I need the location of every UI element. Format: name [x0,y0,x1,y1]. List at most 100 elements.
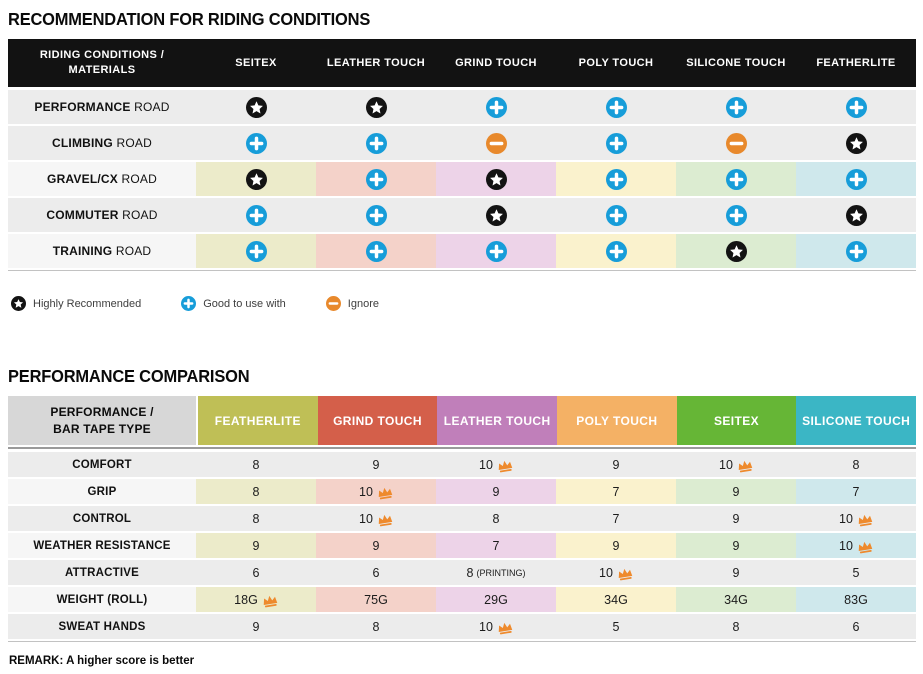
rating-cell [436,198,556,232]
row-label: SWEAT HANDS [8,614,196,639]
score-value: 9 [492,484,500,499]
column-header: FEATHERLITE [816,57,896,69]
score-value: 29G [484,592,508,607]
legend: Highly Recommended Good to use with Ignore [11,296,916,311]
score-cell: 8 [436,506,556,531]
plus-icon [365,204,387,226]
row-label: TRAINING ROAD [8,234,196,268]
rating-cell [676,90,796,124]
rating-cell [556,126,676,160]
score-suffix: (PRINTING) [476,567,526,578]
rating-cell [196,234,316,268]
score-cell: 9 [196,614,316,639]
rating-cell [436,126,556,160]
row-label-rest: ROAD [112,244,152,258]
score-value: 9 [612,538,620,553]
crown-icon [858,541,873,553]
crown-icon [498,622,513,634]
column-header: GRIND TOUCH [317,396,438,445]
plus-icon [605,96,627,118]
plus-icon [365,240,387,262]
score-cell: 10 [796,506,916,531]
plus-icon [365,132,387,154]
star-icon [485,204,507,226]
plus-icon [605,168,627,190]
performance-table-rows: COMFORT 8 9 10 9 10 8 GRIP 8 10 9 7 9 7 CONTROL 8 10 8 7 9 1… [8,452,916,639]
table-bottom-rule [8,641,916,642]
score-value: 9 [732,538,740,553]
star-icon [485,168,507,190]
score-cell: 9 [556,533,676,558]
rating-cell [196,162,316,196]
plus-icon [605,132,627,154]
header-divider-rule [8,447,916,449]
riding-table-corner-header: RIDING CONDITIONS / MATERIALS [8,39,196,87]
row-label-bold: TRAINING [52,244,113,258]
score-value: 9 [732,565,740,580]
performance-table-corner-header: PERFORMANCE / BAR TAPE TYPE [8,396,196,445]
plus-icon [245,132,267,154]
minus-icon [725,132,747,154]
rating-cell [436,162,556,196]
plus-icon [245,240,267,262]
score-cell: 8 (PRINTING) [436,560,556,585]
rating-cell [556,162,676,196]
legend-label: Highly Recommended [33,297,142,310]
score-cell: 10 [436,614,556,639]
score-cell: 9 [316,533,436,558]
column-header: POLY TOUCH [578,57,654,69]
score-value: 9 [732,484,740,499]
crown-icon [378,514,393,526]
row-label-bold: PERFORMANCE [34,100,131,114]
score-cell: 83G [796,587,916,612]
performance-table-row: ATTRACTIVE 6 6 8 (PRINTING) 10 9 5 [8,560,916,585]
score-value: 8 [372,619,380,634]
score-value: 8 [252,511,260,526]
score-value: 7 [492,538,500,553]
row-label: CLIMBING ROAD [8,126,196,160]
score-value: 5 [612,619,620,634]
score-cell: 10 [676,452,796,477]
rating-cell [316,90,436,124]
rating-cell [796,126,916,160]
score-value: 75G [364,592,388,607]
plus-icon [845,240,867,262]
rating-cell [196,126,316,160]
score-value: 10 [719,457,733,472]
score-cell: 9 [676,479,796,504]
score-value: 8 [466,565,474,580]
score-cell: 10 [316,479,436,504]
star-icon [245,96,267,118]
legend-label: Ignore [347,297,379,310]
column-header: SILICONE TOUCH [796,396,917,445]
rating-cell [676,198,796,232]
row-label-bold: CLIMBING [52,136,113,150]
riding-table-rows: PERFORMANCE ROAD CLIMBING ROAD GRAVEL/CX R… [8,90,916,268]
score-cell: 6 [196,560,316,585]
corner-header-line1: RIDING CONDITIONS / [39,49,165,62]
plus-icon [485,240,507,262]
row-label-bold: COMMUTER [46,208,119,222]
rating-cell [556,234,676,268]
rating-cell [556,198,676,232]
score-cell: 7 [796,479,916,504]
score-cell: 7 [436,533,556,558]
plus-icon [725,204,747,226]
column-header: GRIND TOUCH [455,57,537,69]
column-header: FEATHERLITE [198,396,318,445]
score-value: 8 [252,484,260,499]
riding-table-row: GRAVEL/CX ROAD [8,162,916,196]
rating-cell [436,90,556,124]
score-value: 10 [359,484,373,499]
score-value: 8 [492,511,500,526]
score-cell: 6 [316,560,436,585]
rating-cell [676,234,796,268]
row-label-rest: ROAD [112,136,152,150]
plus-icon [845,168,867,190]
score-value: 18G [234,592,258,607]
row-label-rest: ROAD [118,208,158,222]
row-label-rest: ROAD [117,172,157,186]
row-label-rest: ROAD [130,100,170,114]
score-value: 9 [252,538,260,553]
riding-table-header: RIDING CONDITIONS / MATERIALS SEITEX LEAT… [8,39,916,87]
